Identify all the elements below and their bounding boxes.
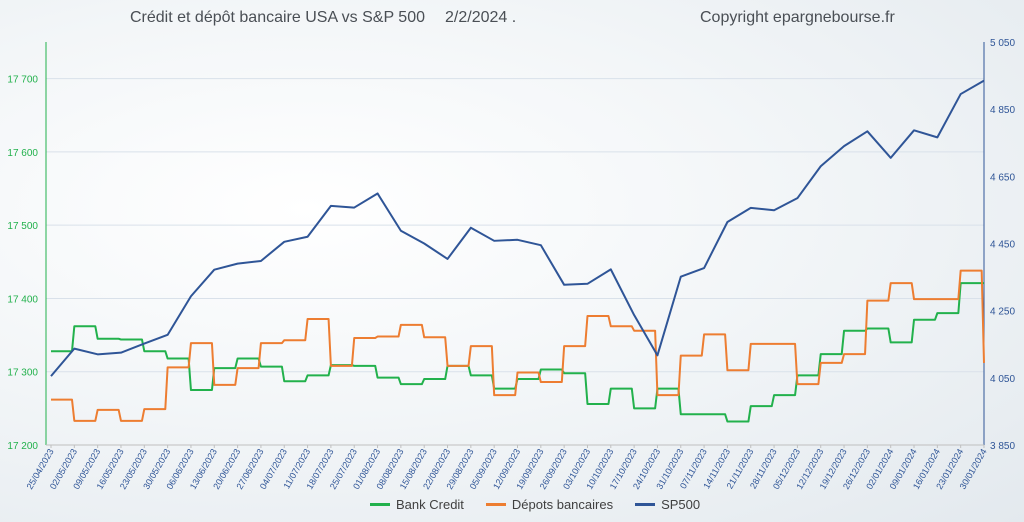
y-right-tick-label: 4 450 — [990, 240, 1015, 251]
y-left-tick-label: 17 400 — [7, 294, 38, 305]
y-right-tick-label: 4 650 — [990, 172, 1015, 183]
legend-label-sp500: SP500 — [661, 497, 701, 512]
y-right-tick-label: 4 050 — [990, 374, 1015, 385]
y-right-tick-label: 4 850 — [990, 105, 1015, 116]
legend-swatch-bank-credit — [370, 503, 390, 506]
legend: Bank Credit Dépots bancaires SP500 — [370, 497, 700, 512]
legend-label-bank-credit: Bank Credit — [396, 497, 464, 512]
series-line-sp500 — [50, 79, 985, 377]
chart-title-date: 2/2/2024 . — [445, 9, 517, 26]
legend-label-deposits: Dépots bancaires — [511, 497, 614, 512]
legend-item-bank-credit: Bank Credit — [370, 497, 464, 512]
y-left-tick-label: 17 700 — [7, 75, 38, 86]
legend-item-deposits: Dépots bancaires — [485, 497, 614, 512]
chart-title-text: Crédit et dépôt bancaire USA vs S&P 500 — [130, 9, 425, 26]
legend-swatch-sp500 — [635, 503, 656, 506]
y-left-tick-label: 17 300 — [7, 368, 38, 379]
y-left-tick-label: 17 600 — [7, 148, 38, 159]
y-right-tick-label: 4 250 — [990, 307, 1015, 318]
legend-swatch-deposits — [485, 503, 506, 506]
chart-title: Crédit et dépôt bancaire USA vs S&P 500 2… — [130, 9, 536, 27]
y-right-tick-label: 3 850 — [990, 441, 1015, 452]
series-line-deposits — [51, 269, 985, 422]
copyright-text: Copyright epargnebourse.fr — [700, 9, 895, 26]
y-left-tick-label: 17 200 — [7, 441, 38, 452]
y-left-tick-label: 17 500 — [7, 221, 38, 232]
legend-item-sp500: SP500 — [635, 497, 700, 512]
y-right-tick-label: 5 050 — [990, 38, 1015, 49]
